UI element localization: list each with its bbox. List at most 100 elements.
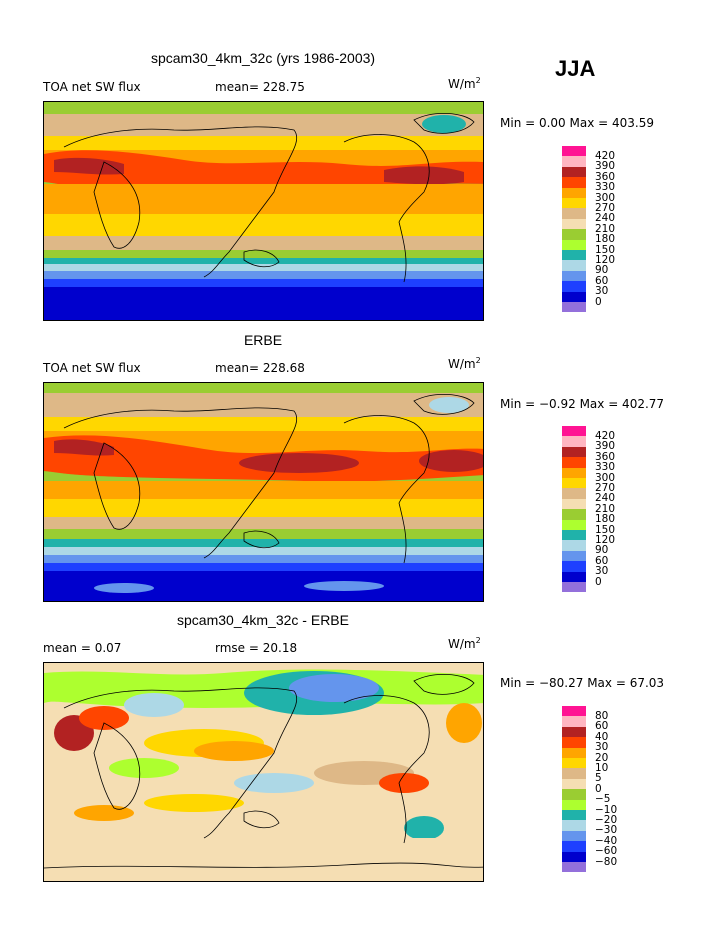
legend-label: 30 — [595, 285, 609, 298]
legend-swatch — [562, 478, 586, 489]
legend-label: 390 — [595, 160, 616, 173]
legend-swatch — [562, 457, 586, 468]
legend-label: 30 — [595, 565, 609, 578]
legend-swatch — [562, 582, 586, 593]
legend-swatch — [562, 716, 586, 727]
legend-swatch — [562, 519, 586, 530]
panel-3-title: spcam30_4km_32c - ERBE — [177, 612, 349, 628]
legend-label: 300 — [595, 471, 616, 484]
panel-1-map — [43, 101, 484, 321]
legend-label: 150 — [595, 523, 616, 536]
legend-swatch — [562, 270, 586, 282]
legend-label: 300 — [595, 191, 616, 204]
panel-1-map-graphic — [44, 102, 483, 320]
legend-label: 5 — [595, 772, 602, 785]
legend-label: −5 — [595, 793, 611, 806]
legend-swatch — [562, 260, 586, 271]
legend-swatch — [562, 488, 586, 499]
legend-label: 240 — [595, 212, 616, 225]
legend-swatch — [562, 446, 586, 458]
legend-label: −60 — [595, 845, 618, 858]
legend-swatch — [562, 291, 586, 302]
season-label: JJA — [555, 56, 596, 81]
legend-swatch — [562, 281, 586, 292]
legend-label: 420 — [595, 430, 616, 442]
legend-swatch — [562, 862, 586, 873]
legend-swatch — [562, 509, 586, 520]
legend-swatch — [562, 166, 586, 178]
legend-label: 330 — [595, 181, 616, 194]
legend-swatch — [562, 530, 586, 541]
legend-swatch — [562, 550, 586, 562]
legend-label: 270 — [595, 482, 616, 494]
legend-label: 10 — [595, 762, 609, 774]
panel-3-map-graphic — [44, 663, 483, 881]
panel-2-title: ERBE — [243, 332, 283, 348]
legend-swatch — [562, 768, 586, 779]
legend-label: 60 — [595, 554, 609, 567]
legend-swatch — [562, 156, 586, 167]
legend-swatch — [562, 302, 586, 313]
panel-3-min-max: Min = −80.27 Max = 67.03 — [500, 676, 665, 690]
legend-swatch — [562, 467, 586, 478]
legend-swatch — [562, 229, 586, 240]
legend-label: −40 — [595, 834, 618, 847]
legend-label: 240 — [595, 492, 616, 505]
legend-label: 90 — [595, 264, 609, 277]
legend-label: 180 — [595, 233, 616, 246]
panel-2-variable-label: TOA net SW flux — [43, 361, 141, 375]
legend-swatch — [562, 436, 586, 447]
legend-label: −30 — [595, 824, 618, 837]
legend-swatch — [562, 540, 586, 551]
panel-2-units: W/m2 — [448, 356, 481, 371]
legend-label: 210 — [595, 222, 616, 235]
legend-label: 330 — [595, 461, 616, 474]
panel-3-map — [43, 662, 484, 882]
legend-label: 120 — [595, 254, 616, 266]
legend-label: −10 — [595, 803, 618, 816]
legend-swatch — [562, 810, 586, 821]
legend-swatch — [562, 561, 586, 572]
legend-swatch — [562, 177, 586, 188]
legend-swatch — [562, 737, 586, 748]
legend-swatch — [562, 706, 586, 717]
legend-label: 0 — [595, 295, 602, 308]
panel-1-min-max: Min = 0.00 Max = 403.59 — [500, 116, 654, 130]
legend-label: 360 — [595, 170, 616, 183]
panel-1-units: W/m2 — [448, 76, 481, 91]
legend-label: 0 — [595, 782, 602, 795]
panel-2-min-max: Min = −0.92 Max = 402.77 — [500, 397, 665, 411]
legend-swatch — [562, 789, 586, 800]
legend-swatch — [562, 571, 586, 582]
legend-label: 360 — [595, 450, 616, 463]
legend-label: 60 — [595, 274, 609, 287]
legend-swatch — [562, 778, 586, 790]
legend-label: 180 — [595, 513, 616, 526]
legend-swatch — [562, 187, 586, 198]
legend-swatch — [562, 851, 586, 862]
legend-label: 390 — [595, 440, 616, 453]
legend-swatch — [562, 841, 586, 852]
legend-label: 60 — [595, 720, 609, 733]
legend-label: 420 — [595, 150, 616, 162]
legend-label: 30 — [595, 741, 609, 754]
legend-swatch — [562, 239, 586, 250]
legend-swatch — [562, 218, 586, 230]
legend-label: 150 — [595, 243, 616, 256]
legend-swatch — [562, 198, 586, 209]
legend-label: 0 — [595, 575, 602, 588]
panel-3-units: W/m2 — [448, 636, 481, 651]
panel-2-map-graphic — [44, 383, 483, 601]
legend-swatch — [562, 146, 586, 157]
legend-swatch — [562, 799, 586, 810]
panel-1-variable-label: TOA net SW flux — [43, 80, 141, 94]
legend-swatch — [562, 498, 586, 510]
legend-label: 120 — [595, 534, 616, 546]
legend-label: −80 — [595, 855, 618, 868]
legend-label: 20 — [595, 751, 609, 764]
panel-3-rmse: rmse = 20.18 — [215, 641, 298, 655]
legend-swatch — [562, 426, 586, 437]
legend-label: 90 — [595, 544, 609, 557]
legend-swatch — [562, 820, 586, 831]
panel-2-map — [43, 382, 484, 602]
